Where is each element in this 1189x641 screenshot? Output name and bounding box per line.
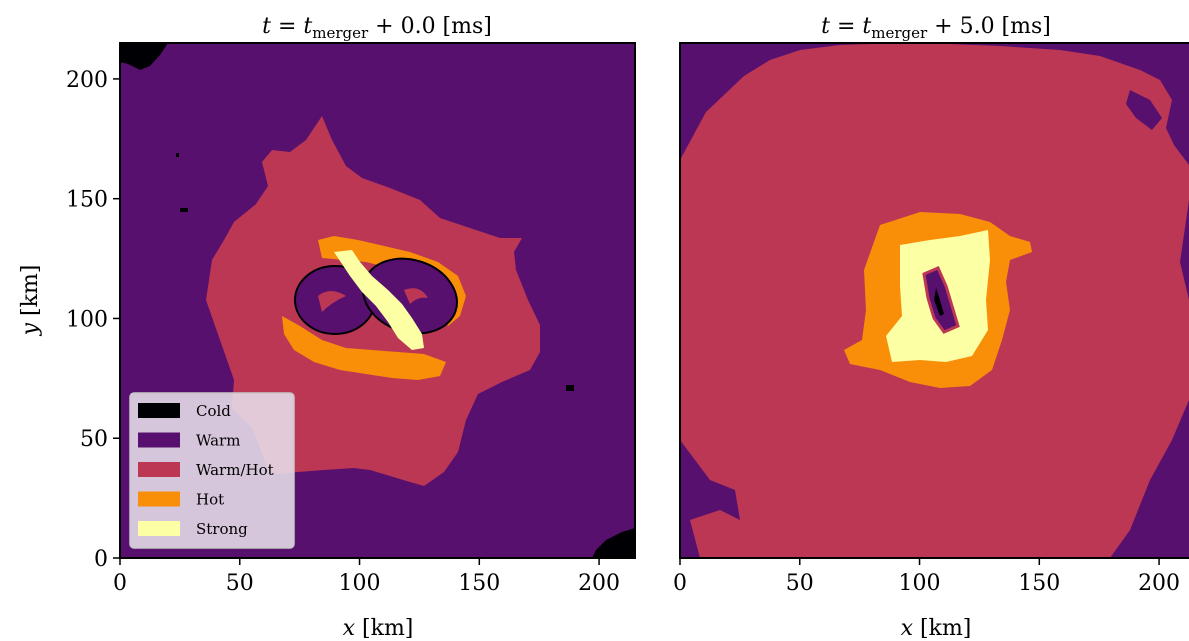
region-cold-speck xyxy=(180,208,188,212)
x-tick-label: 100 xyxy=(339,571,381,596)
y-tick-label: 200 xyxy=(66,68,108,93)
legend-label: Hot xyxy=(196,491,224,509)
x-tick-label: 50 xyxy=(226,571,254,596)
right-panel: 0 50 100 150 200 t = tmerger + 5.0 [ms] x [k… xyxy=(673,14,1189,641)
legend-swatch xyxy=(138,403,180,418)
right-axes-frame xyxy=(679,42,1189,559)
right-heatmap xyxy=(680,43,1189,558)
left-axes-frame xyxy=(119,42,636,559)
left-title: t = tmerger + 0.0 [ms] xyxy=(262,14,492,42)
x-tick-label: 0 xyxy=(673,571,687,596)
y-tick-label: 50 xyxy=(80,427,108,452)
region-hot-lower-arc xyxy=(282,316,446,380)
x-tick-label: 150 xyxy=(1018,571,1060,596)
legend-label: Warm xyxy=(196,432,240,450)
legend-items: Cold Warm Warm/Hot Hot Strong xyxy=(138,402,274,538)
legend-swatch xyxy=(138,491,180,507)
x-tick-label: 50 xyxy=(786,571,814,596)
x-tick-label: 200 xyxy=(1138,571,1180,596)
region-warm-remnant xyxy=(922,266,960,334)
left-x-axis-label: x [km] xyxy=(343,616,414,641)
left-axis-ticks: 0 50 100 150 200 0 50 100 150 200 xyxy=(66,68,620,596)
x-tick-label: 100 xyxy=(899,571,941,596)
region-warm-patch xyxy=(1126,90,1162,130)
right-title: t = tmerger + 5.0 [ms] xyxy=(821,14,1051,42)
region-warm-hot-core-inner xyxy=(404,288,428,304)
x-tick-label: 200 xyxy=(578,571,620,596)
legend-swatch xyxy=(138,462,180,477)
region-cold-speck xyxy=(176,153,179,157)
right-x-axis-label: x [km] xyxy=(901,616,972,641)
region-cold-speck xyxy=(566,385,574,391)
region-strong-shock xyxy=(334,250,424,350)
legend-frame xyxy=(129,392,295,549)
y-tick-label: 0 xyxy=(94,547,108,572)
left-panel: 0 50 100 150 200 0 50 100 150 200 Cold Warm Warm/Ho… xyxy=(18,14,636,641)
legend-label: Cold xyxy=(196,402,231,420)
legend-label: Warm/Hot xyxy=(196,461,274,479)
region-cold-top-left xyxy=(120,43,168,70)
y-axis-label: y [km] xyxy=(18,265,43,337)
region-cold-remnant-core xyxy=(934,288,944,316)
y-tick-label: 150 xyxy=(66,188,108,213)
legend-swatch xyxy=(138,432,180,448)
region-warm-hot-core-inner xyxy=(318,291,346,312)
legend-label: Strong xyxy=(196,520,248,538)
legend: Cold Warm Warm/Hot Hot Strong xyxy=(129,392,295,549)
x-tick-label: 0 xyxy=(113,571,127,596)
region-cold-bottom-right xyxy=(592,528,635,558)
y-tick-label: 100 xyxy=(66,307,108,332)
x-tick-label: 150 xyxy=(458,571,500,596)
right-axis-ticks: 0 50 100 150 200 xyxy=(673,558,1180,596)
legend-swatch xyxy=(138,521,180,536)
